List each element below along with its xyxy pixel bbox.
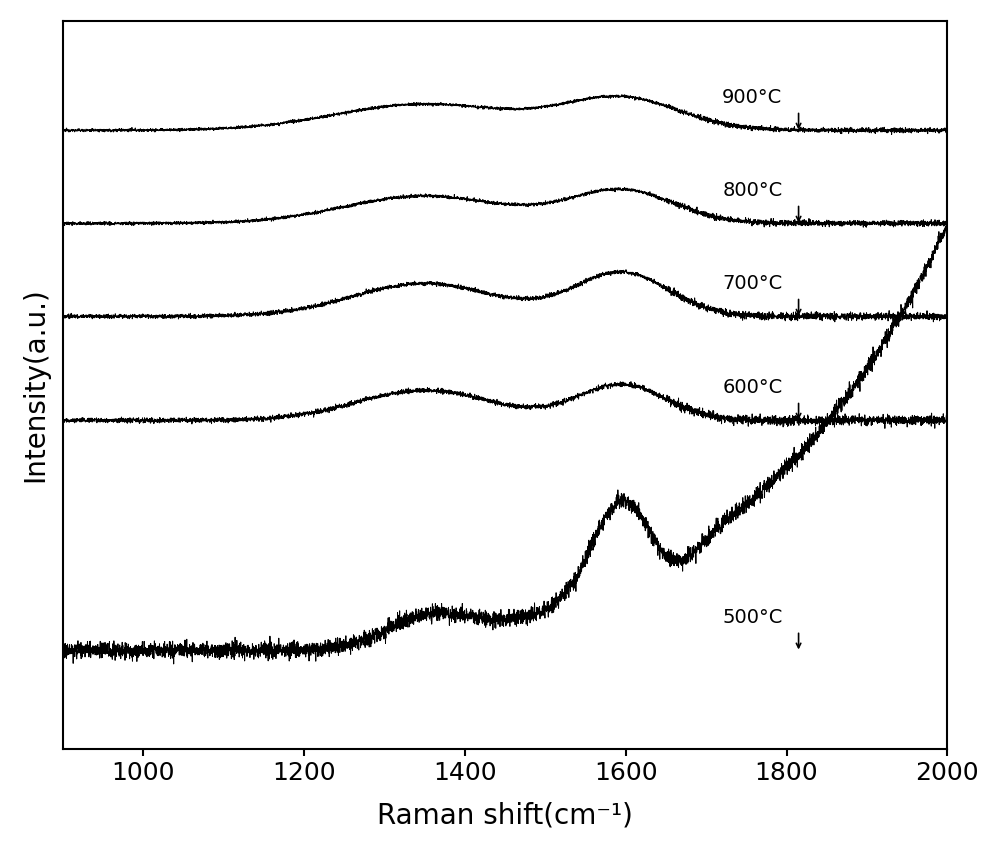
Text: 600°C: 600°C: [722, 377, 782, 397]
Text: 700°C: 700°C: [722, 274, 782, 292]
Text: 800°C: 800°C: [722, 181, 782, 200]
Text: 900°C: 900°C: [722, 88, 782, 107]
Y-axis label: Intensity(a.u.): Intensity(a.u.): [21, 287, 49, 482]
Text: 500°C: 500°C: [722, 608, 783, 626]
X-axis label: Raman shift(cm⁻¹): Raman shift(cm⁻¹): [377, 802, 633, 829]
